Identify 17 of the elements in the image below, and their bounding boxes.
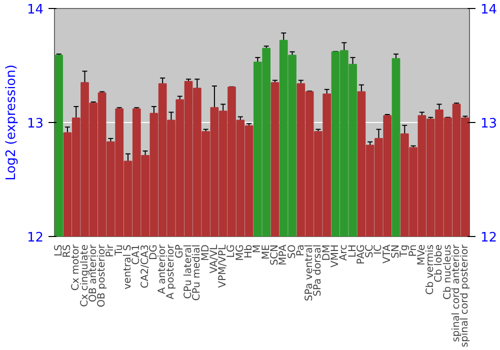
y2-tick-label: 14	[480, 2, 498, 18]
y2-tick-label: 12	[480, 230, 498, 246]
x-tick-label: Cb lobe	[434, 244, 445, 282]
y-axis-title: Log2 (expression)	[4, 64, 19, 180]
x-tick-label: Pa	[295, 244, 306, 256]
y-tick-label: 14	[26, 2, 44, 18]
y-tick-label: 12	[26, 230, 44, 246]
x-tick-label: RS	[62, 244, 73, 258]
x-tick-label: MVe	[416, 244, 428, 266]
x-tick-label: spinal cord posterior	[460, 244, 471, 348]
x-tick-label: DG	[148, 244, 160, 260]
x-tick-label: Tg	[399, 244, 410, 258]
y2-tick-label: 13	[480, 116, 498, 132]
x-tick-label: GP	[174, 244, 186, 258]
x-tick-label: A posterior	[166, 244, 177, 300]
x-tick-label: OB posterior	[96, 244, 108, 308]
y-tick-label: 13	[26, 116, 44, 132]
